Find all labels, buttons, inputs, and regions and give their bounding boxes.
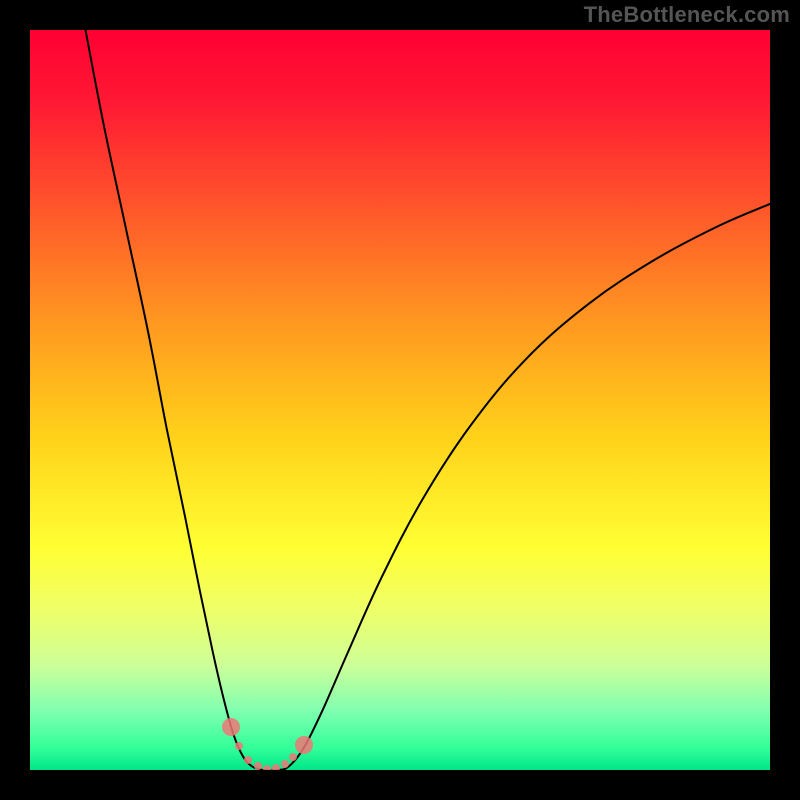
trough-bead-marker xyxy=(289,753,297,761)
trough-endpoint-marker xyxy=(295,736,313,754)
bottleneck-curve xyxy=(30,30,770,770)
trough-bead-marker xyxy=(281,760,289,768)
trough-bead-marker xyxy=(263,765,271,770)
plot-area xyxy=(30,30,770,770)
trough-bead-marker xyxy=(272,764,280,770)
watermark-text: TheBottleneck.com xyxy=(584,2,790,28)
trough-bead-marker xyxy=(235,742,243,750)
trough-endpoint-marker xyxy=(222,718,240,736)
trough-bead-marker xyxy=(244,756,252,764)
trough-bead-marker xyxy=(254,762,262,770)
